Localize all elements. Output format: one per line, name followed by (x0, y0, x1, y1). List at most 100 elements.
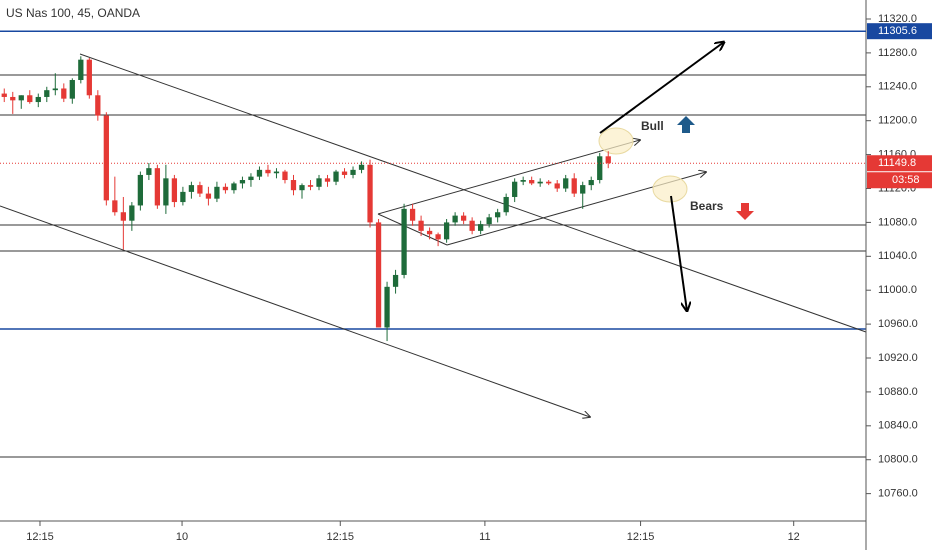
bear-arrow (670, 195, 687, 311)
candle-body (69, 80, 75, 99)
trend-line (0, 205, 590, 417)
price-label: 11305.6 (878, 25, 917, 37)
candle-body (350, 169, 356, 175)
candle-body (171, 178, 178, 203)
annotation: Bears (690, 199, 724, 213)
candle-body (537, 181, 543, 184)
candle-body (239, 180, 246, 184)
highlight (598, 127, 634, 155)
wedge-line (377, 140, 640, 215)
candle-body (61, 88, 67, 99)
candle-body (367, 164, 373, 223)
candle-body (35, 96, 41, 103)
candle-body (316, 178, 322, 187)
candle-body (86, 59, 92, 96)
y-tick-label: 11320.0 (878, 13, 917, 25)
candle-body (95, 95, 101, 116)
candle-body (290, 180, 297, 191)
y-tick-label: 11240.0 (878, 81, 917, 93)
candle-body (163, 178, 169, 206)
x-tick-label: 12:15 (627, 531, 655, 543)
candle-body (503, 196, 509, 213)
candle-body (52, 88, 58, 91)
candle-body (392, 274, 399, 287)
candle-body (222, 186, 229, 191)
candle-body (137, 174, 144, 206)
countdown-box (867, 172, 932, 189)
candle-body (78, 59, 84, 81)
up-icon (677, 116, 695, 133)
candle-body (154, 168, 161, 206)
candle-body (1, 93, 7, 97)
candle-body (478, 224, 484, 231)
candle-body (256, 169, 263, 177)
candle-body (486, 217, 492, 225)
candle-body (180, 191, 186, 203)
candle-body (324, 178, 331, 182)
candle-body (597, 156, 603, 181)
candle-body (10, 96, 16, 101)
y-tick-label: 10760.0 (878, 488, 918, 500)
x-tick-label: 11 (479, 531, 490, 543)
x-tick-label: 12 (788, 531, 800, 543)
candle-body (265, 169, 271, 174)
x-tick-label: 10 (176, 531, 188, 543)
candle-body (231, 183, 237, 191)
y-tick-label: 11040.0 (878, 250, 917, 262)
x-tick-label: 12:15 (327, 531, 355, 543)
candle-body (529, 180, 535, 184)
candle-body (588, 180, 594, 186)
candle-body (307, 185, 314, 187)
candle-body (401, 208, 407, 275)
x-tick-label: 12:15 (26, 531, 54, 543)
down-icon (736, 203, 754, 220)
price-label: 11149.8 (878, 157, 916, 169)
y-tick-label: 11280.0 (878, 47, 917, 59)
candle-body (580, 185, 586, 194)
candle-body (426, 230, 433, 235)
y-tick-label: 10800.0 (878, 454, 918, 466)
y-tick-label: 10840.0 (878, 420, 918, 432)
y-tick-label: 11080.0 (878, 216, 917, 228)
highlight (652, 175, 688, 203)
candle-body (205, 193, 212, 199)
candle-body (563, 178, 569, 189)
candle-body (129, 205, 135, 221)
candle-body (435, 234, 441, 240)
candle-body (495, 212, 501, 218)
candle-body (120, 212, 126, 221)
candle-body (248, 176, 254, 181)
drawings (0, 42, 867, 458)
price-label-box (867, 23, 932, 40)
candle-body (112, 200, 118, 213)
wedge-line (377, 213, 448, 246)
candle-body (409, 208, 416, 221)
candle-body (512, 181, 518, 197)
candle-body (358, 164, 365, 170)
bull-arrow (599, 42, 724, 134)
trend-line (79, 53, 867, 333)
candle-body (520, 180, 526, 182)
candle-body (571, 178, 577, 194)
candle-body (188, 185, 195, 192)
candle-body (460, 215, 467, 221)
candle-body (554, 183, 560, 189)
chart-title: US Nas 100, 45, OANDA (6, 6, 140, 20)
candle-body (273, 171, 280, 174)
candle-body (146, 168, 152, 175)
countdown: 03:58 (892, 174, 920, 186)
candle-body (418, 220, 424, 231)
y-tick-label: 10880.0 (878, 386, 918, 398)
candle-body (18, 95, 24, 101)
candle-body (452, 215, 458, 223)
annotation: Bull (641, 119, 664, 133)
y-tick-label: 11000.0 (878, 284, 917, 296)
candle-body (103, 115, 109, 201)
candle-body (384, 286, 390, 328)
candle-body (214, 186, 220, 199)
y-tick-label: 11200.0 (878, 115, 917, 127)
candle-body (605, 156, 611, 164)
y-tick-label: 10960.0 (878, 318, 918, 330)
